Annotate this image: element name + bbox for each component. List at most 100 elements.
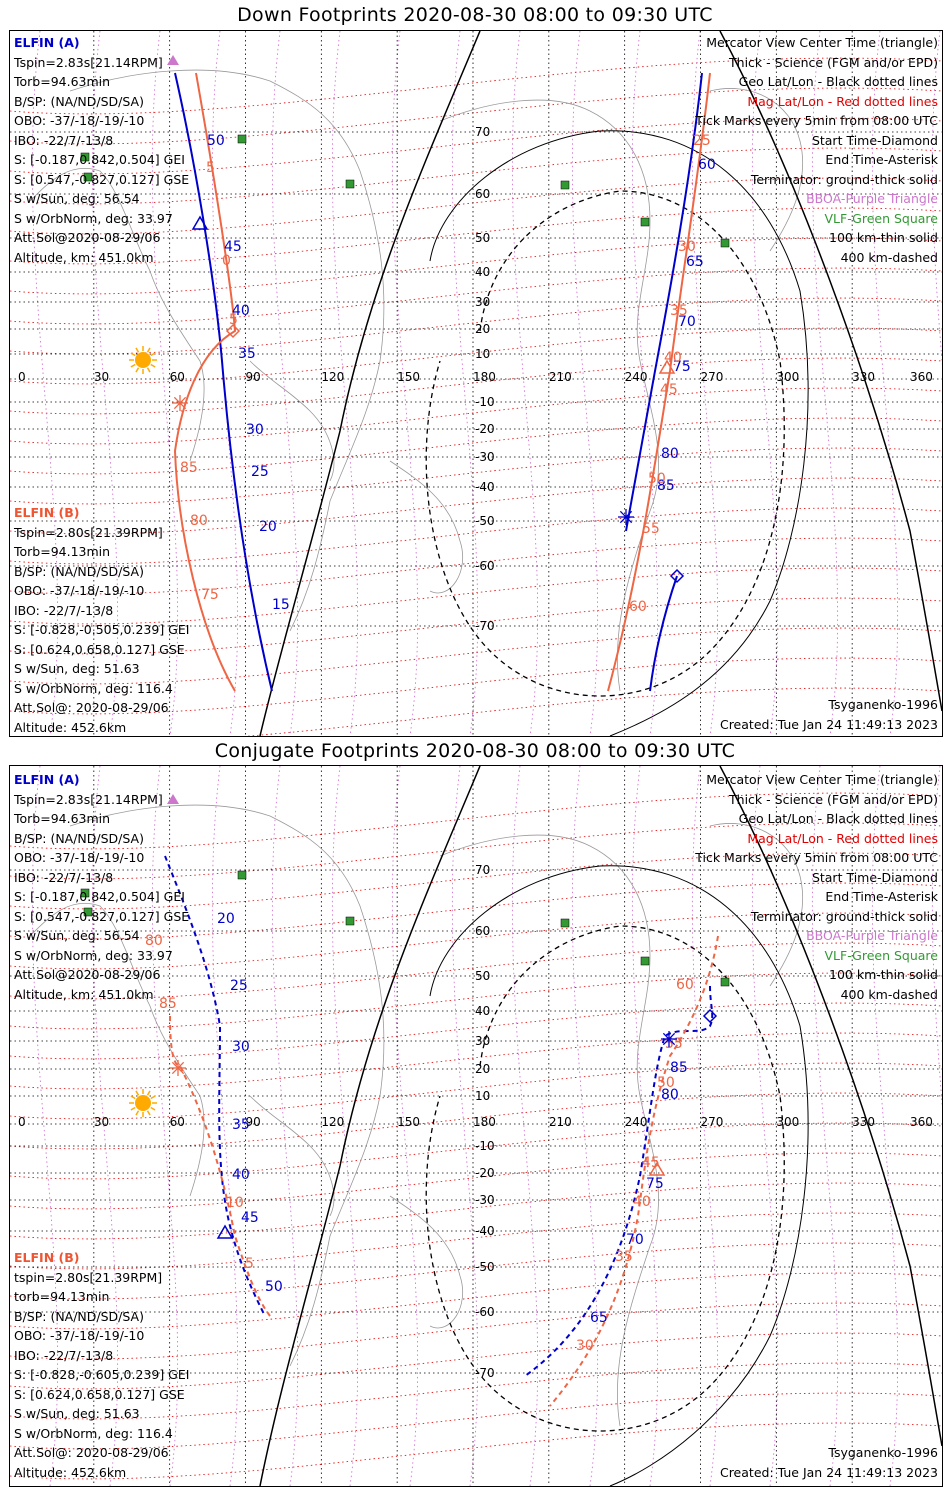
sun-ray xyxy=(146,1090,151,1096)
elfin-b-info-line: Tspin=2.80s[21.39RPM] xyxy=(14,524,163,540)
elfin-b-tick-label: 80 xyxy=(145,933,163,949)
vlf-station-square xyxy=(560,918,570,928)
mag-lat-line xyxy=(10,237,942,295)
elfin-a-info-line: Tspin=2.83s[21.14RPM] xyxy=(14,54,163,70)
sun-ray xyxy=(146,1110,151,1116)
legend-item: Mag Lat/Lon - Red dotted lines xyxy=(747,830,938,846)
lat-label: -20 xyxy=(475,422,495,436)
legend-item: Start Time-Diamond xyxy=(811,132,938,148)
elfin-a-end-asterisk xyxy=(661,1031,677,1047)
elfin-a-track xyxy=(524,985,714,1377)
lon-label: 330 xyxy=(852,370,875,384)
lat-label: -60 xyxy=(475,559,495,573)
mag-lat-line xyxy=(10,1062,942,1120)
mag-lat-line xyxy=(10,357,942,415)
mag-lat-line xyxy=(10,1182,942,1240)
lat-label: -50 xyxy=(475,1260,495,1274)
elfin-a-info-line: S: [0.547,-0.827,0.127] GSE xyxy=(14,171,190,187)
mag-lat-line xyxy=(10,597,942,655)
legend-item: BBOA-Purple Triangle xyxy=(806,928,938,943)
elfin-a-start-diamond xyxy=(702,1008,718,1024)
vlf-station-square xyxy=(345,916,355,926)
vlf-station-square xyxy=(80,888,90,898)
created-timestamp: Created: Tue Jan 24 11:49:13 2023 xyxy=(719,716,938,732)
elfin-a-info-line: S w/OrbNorm, deg: 33.97 xyxy=(14,947,173,963)
legend-item: Thick - Science (FGM and/or EPD) xyxy=(729,54,938,70)
lon-label: 300 xyxy=(776,370,799,384)
elfin-a-tick-label: 30 xyxy=(232,1039,250,1055)
vlf-station-square xyxy=(560,180,570,190)
elfin-a-tick-label: 15 xyxy=(272,597,290,613)
mag-lon-line xyxy=(571,766,599,1486)
legend-item: Geo Lat/Lon - Black dotted lines xyxy=(738,74,938,89)
elfin-b-info-line: S: [0.624,0.658,0.127] GSE xyxy=(14,1386,185,1402)
elfin-a-tick-label: 75 xyxy=(673,359,691,375)
elfin-b-tick-label: 55 xyxy=(642,521,660,537)
mag-lon-line xyxy=(871,766,899,1486)
mag-lat-line xyxy=(10,327,942,385)
elfin-a-tick-label: 65 xyxy=(686,254,704,270)
elfin-a-header: ELFIN (A) xyxy=(14,772,80,787)
legend-item: VLF-Green Square xyxy=(824,210,938,226)
elfin-b-tick-label: 30 xyxy=(576,1338,594,1354)
asterisk-stroke xyxy=(619,510,633,524)
legend-item: Thick - Science (FGM and/or EPD) xyxy=(729,791,938,807)
coastline xyxy=(69,804,385,1367)
mag-lat-line xyxy=(10,657,942,715)
elfin-a-info-line: Tspin=2.83s[21.14RPM] xyxy=(14,791,163,807)
mag-lat-line xyxy=(10,1242,942,1300)
mag-lat-line xyxy=(10,147,942,205)
asterisk-stroke xyxy=(662,1032,676,1046)
elfin-a-info-line: Att.Sol@2020-08-29/06 xyxy=(14,967,161,982)
lon-label: 60 xyxy=(170,370,185,384)
lon-label: 0 xyxy=(18,370,26,384)
elfin-a-track xyxy=(625,72,703,532)
sun-ray xyxy=(130,352,136,357)
elfin-b-tick-label: 60 xyxy=(676,977,694,993)
elfin-b-end-asterisk xyxy=(170,1060,186,1076)
elfin-b-tick-label: 5 xyxy=(206,160,215,176)
mag-lat-line xyxy=(10,1362,942,1420)
legend: Mercator View Center Time (triangle) Thi… xyxy=(695,770,938,1004)
elfin-b-info-line: IBO: -22/7/-13/8 xyxy=(14,602,114,618)
mag-lon-line xyxy=(511,766,539,1486)
lat-label: -10 xyxy=(475,1139,495,1153)
elfin-b-tick-label: 5 xyxy=(245,1256,254,1272)
coastline xyxy=(709,823,804,987)
mag-lon-line xyxy=(271,766,299,1486)
elfin-b-track xyxy=(173,72,237,692)
elfin-a-track xyxy=(174,72,273,692)
elfin-b-info-line: S w/Sun, deg: 51.63 xyxy=(14,1406,140,1421)
elfin-a-info-line: OBO: -37/-18/-19/-10 xyxy=(14,850,145,865)
terminator-line xyxy=(259,766,481,1486)
coastline xyxy=(29,902,205,1197)
mag-lat-line xyxy=(10,477,942,535)
legend-item: Terminator: ground-thick solid xyxy=(750,908,938,924)
elfin-a-start-diamond xyxy=(669,568,685,584)
lat-label: 50 xyxy=(475,969,490,983)
sun-ray xyxy=(146,367,151,373)
bboa-triangle xyxy=(167,55,179,65)
lat-label: 30 xyxy=(475,1034,490,1048)
mag-lat-line xyxy=(10,1122,942,1180)
lat-label: 10 xyxy=(475,1089,490,1103)
lon-label: 210 xyxy=(549,370,572,384)
legend-item: 100 km-thin solid xyxy=(829,230,938,245)
vlf-station-square xyxy=(83,907,93,917)
elfin-a-tick-label: 40 xyxy=(232,1167,250,1183)
sun-ray xyxy=(150,1095,156,1100)
elfin-b-info-line: S w/Sun, deg: 51.63 xyxy=(14,661,140,676)
mag-lat-line xyxy=(10,1332,942,1390)
legend-item: Mag Lat/Lon - Red dotted lines xyxy=(747,93,938,109)
vlf-station-square xyxy=(720,977,730,987)
coastline xyxy=(69,69,385,632)
lon-label: 240 xyxy=(625,1115,648,1129)
vlf-station-square xyxy=(640,956,650,966)
elfin-a-tick-label: 65 xyxy=(590,1310,608,1326)
mag-lat-line xyxy=(10,567,942,625)
mag-lat-line xyxy=(10,627,942,685)
elfin-b-tick-label: 40 xyxy=(664,350,682,366)
mag-lon-line xyxy=(511,31,539,736)
elfin-b-tick-label: 85 xyxy=(159,996,177,1012)
elfin-b-header: ELFIN (B) xyxy=(14,1250,80,1265)
